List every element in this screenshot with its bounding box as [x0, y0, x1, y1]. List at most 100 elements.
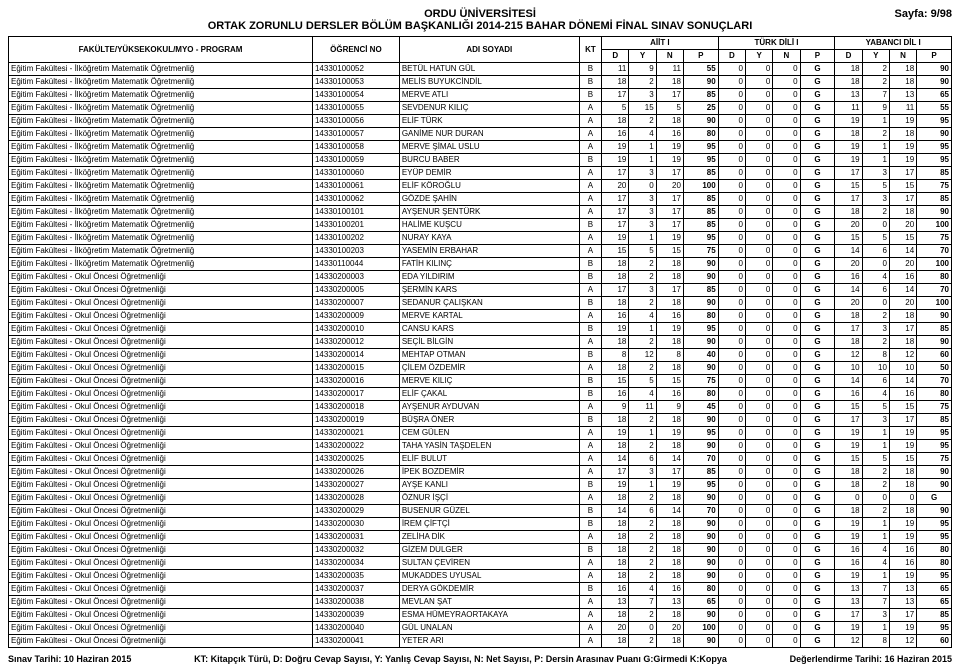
- cell-d: 14: [835, 245, 862, 258]
- cell-p: 85: [683, 89, 718, 102]
- cell-p: G: [800, 115, 835, 128]
- cell-d: 17: [602, 284, 629, 297]
- cell-d: 15: [835, 232, 862, 245]
- cell-p: 80: [917, 388, 952, 401]
- table-row: Eğitim Fakültesi - Okul Öncesi Öğretmenl…: [9, 271, 952, 284]
- cell-y: 2: [862, 336, 889, 349]
- cell-program: Eğitim Fakültesi - İlköğretim Matematik …: [9, 167, 313, 180]
- cell-y: 1: [862, 427, 889, 440]
- table-row: Eğitim Fakültesi - Okul Öncesi Öğretmenl…: [9, 505, 952, 518]
- cell-p: G: [800, 297, 835, 310]
- cell-n: 18: [656, 609, 683, 622]
- cell-p: G: [800, 622, 835, 635]
- cell-p: 90: [683, 492, 718, 505]
- table-row: Eğitim Fakültesi - Okul Öncesi Öğretmenl…: [9, 375, 952, 388]
- cell-d: 0: [718, 336, 745, 349]
- cell-d: 0: [718, 167, 745, 180]
- cell-program: Eğitim Fakültesi - Okul Öncesi Öğretmenl…: [9, 479, 313, 492]
- cell-y: 3: [629, 466, 656, 479]
- cell-n: 18: [889, 76, 916, 89]
- cell-p: 85: [683, 284, 718, 297]
- cell-p: 90: [683, 531, 718, 544]
- cell-kt: A: [579, 141, 601, 154]
- cell-y: 10: [862, 362, 889, 375]
- cell-program: Eğitim Fakültesi - İlköğretim Matematik …: [9, 180, 313, 193]
- cell-n: 18: [656, 336, 683, 349]
- cell-p: 80: [917, 557, 952, 570]
- cell-n: 5: [656, 102, 683, 115]
- cell-p: 90: [683, 557, 718, 570]
- cell-d: 0: [718, 297, 745, 310]
- cell-p: 80: [683, 583, 718, 596]
- cell-p: 95: [917, 622, 952, 635]
- cell-n: 16: [889, 544, 916, 557]
- cell-y: 1: [629, 141, 656, 154]
- cell-d: 0: [718, 284, 745, 297]
- cell-n: 18: [656, 362, 683, 375]
- cell-p: 75: [683, 375, 718, 388]
- cell-y: 1: [862, 622, 889, 635]
- cell-p: 90: [917, 63, 952, 76]
- cell-d: 18: [602, 76, 629, 89]
- cell-y: 2: [629, 115, 656, 128]
- cell-n: 13: [889, 596, 916, 609]
- cell-y: 0: [745, 219, 772, 232]
- cell-y: 1: [629, 323, 656, 336]
- cell-p: 95: [683, 154, 718, 167]
- cell-p: 90: [683, 609, 718, 622]
- cell-d: 20: [835, 219, 862, 232]
- cell-n: 0: [773, 180, 800, 193]
- cell-program: Eğitim Fakültesi - Okul Öncesi Öğretmenl…: [9, 518, 313, 531]
- cell-program: Eğitim Fakültesi - Okul Öncesi Öğretmenl…: [9, 362, 313, 375]
- cell-p: 90: [917, 206, 952, 219]
- cell-n: 0: [773, 128, 800, 141]
- cell-y: 0: [745, 141, 772, 154]
- cell-p: 90: [683, 258, 718, 271]
- cell-name: TAHA YASİN TAŞDELEN: [399, 440, 579, 453]
- col-n: N: [656, 50, 683, 63]
- cell-program: Eğitim Fakültesi - Okul Öncesi Öğretmenl…: [9, 388, 313, 401]
- cell-n: 18: [656, 115, 683, 128]
- cell-student-no: 14330200022: [312, 440, 399, 453]
- cell-program: Eğitim Fakültesi - İlköğretim Matematik …: [9, 232, 313, 245]
- cell-student-no: 14330200035: [312, 570, 399, 583]
- cell-y: 0: [745, 401, 772, 414]
- cell-p: G: [800, 232, 835, 245]
- cell-n: 14: [656, 505, 683, 518]
- table-row: Eğitim Fakültesi - Okul Öncesi Öğretmenl…: [9, 622, 952, 635]
- cell-p: 90: [917, 466, 952, 479]
- table-row: Eğitim Fakültesi - Okul Öncesi Öğretmenl…: [9, 336, 952, 349]
- cell-p: G: [800, 336, 835, 349]
- cell-n: 16: [656, 388, 683, 401]
- cell-kt: B: [579, 297, 601, 310]
- cell-d: 17: [835, 609, 862, 622]
- cell-n: 19: [889, 518, 916, 531]
- cell-n: 16: [889, 557, 916, 570]
- table-row: Eğitim Fakültesi - Okul Öncesi Öğretmenl…: [9, 544, 952, 557]
- cell-program: Eğitim Fakültesi - Okul Öncesi Öğretmenl…: [9, 375, 313, 388]
- cell-name: CEM GÜLEN: [399, 427, 579, 440]
- cell-program: Eğitim Fakültesi - Okul Öncesi Öğretmenl…: [9, 544, 313, 557]
- cell-student-no: 14330100203: [312, 245, 399, 258]
- cell-n: 20: [889, 297, 916, 310]
- cell-d: 0: [718, 63, 745, 76]
- cell-d: 0: [718, 115, 745, 128]
- cell-student-no: 14330200018: [312, 401, 399, 414]
- cell-y: 7: [629, 596, 656, 609]
- cell-n: 18: [889, 206, 916, 219]
- cell-d: 0: [718, 323, 745, 336]
- cell-y: 2: [862, 479, 889, 492]
- cell-p: 85: [917, 323, 952, 336]
- cell-n: 18: [656, 635, 683, 648]
- cell-p: 90: [917, 479, 952, 492]
- cell-n: 0: [773, 206, 800, 219]
- cell-d: 17: [835, 167, 862, 180]
- cell-d: 0: [718, 440, 745, 453]
- cell-student-no: 14330200019: [312, 414, 399, 427]
- cell-p: 85: [683, 193, 718, 206]
- table-row: Eğitim Fakültesi - İlköğretim Matematik …: [9, 219, 952, 232]
- cell-y: 2: [862, 76, 889, 89]
- cell-n: 17: [656, 466, 683, 479]
- cell-n: 13: [656, 596, 683, 609]
- cell-p: G: [800, 596, 835, 609]
